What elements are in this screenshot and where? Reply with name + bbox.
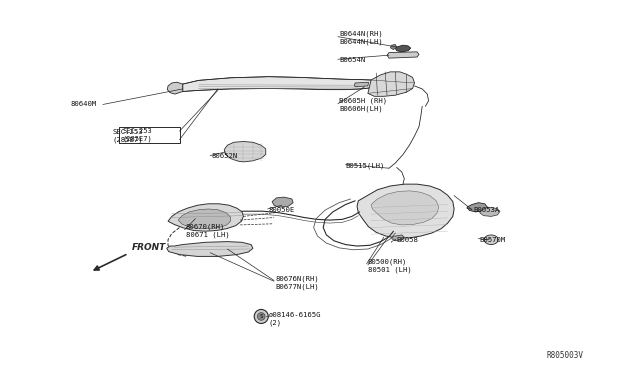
Polygon shape xyxy=(357,184,454,238)
Text: B0605H (RH)
B0606H(LH): B0605H (RH) B0606H(LH) xyxy=(339,97,387,112)
Polygon shape xyxy=(168,82,182,94)
Text: R805003V: R805003V xyxy=(547,351,584,360)
Ellipse shape xyxy=(254,310,268,324)
Polygon shape xyxy=(224,141,266,162)
Text: SEC.253
(285E7): SEC.253 (285E7) xyxy=(122,128,152,142)
Polygon shape xyxy=(371,191,439,225)
Polygon shape xyxy=(368,72,415,96)
Polygon shape xyxy=(178,209,230,229)
Ellipse shape xyxy=(484,235,498,244)
Polygon shape xyxy=(390,44,397,49)
Text: B0644N(RH)
B0644N(LH): B0644N(RH) B0644N(LH) xyxy=(339,31,383,45)
Polygon shape xyxy=(168,204,243,231)
Text: B0053A: B0053A xyxy=(473,207,499,213)
Text: 80640M: 80640M xyxy=(71,102,97,108)
Text: B0058: B0058 xyxy=(397,237,419,243)
Text: FRONT: FRONT xyxy=(132,243,166,252)
Text: SEC.253
(285E7): SEC.253 (285E7) xyxy=(113,129,143,143)
Text: 80500(RH)
80501 (LH): 80500(RH) 80501 (LH) xyxy=(368,259,412,273)
Polygon shape xyxy=(392,235,404,241)
Text: B0515(LH): B0515(LH) xyxy=(346,162,385,169)
Polygon shape xyxy=(355,82,369,87)
Polygon shape xyxy=(167,241,253,256)
Ellipse shape xyxy=(257,312,265,320)
Text: 80676N(RH)
B0677N(LH): 80676N(RH) B0677N(LH) xyxy=(275,275,319,290)
Polygon shape xyxy=(479,207,500,217)
Polygon shape xyxy=(182,77,372,92)
Text: 80050E: 80050E xyxy=(269,207,295,213)
Text: 80652N: 80652N xyxy=(211,153,237,159)
Text: 80670(RH)
80671 (LH): 80670(RH) 80671 (LH) xyxy=(186,223,230,238)
Polygon shape xyxy=(387,52,419,58)
Polygon shape xyxy=(467,203,487,212)
Polygon shape xyxy=(396,45,411,52)
Text: ⊙08146-6165G
(2): ⊙08146-6165G (2) xyxy=(269,312,321,326)
Text: S: S xyxy=(259,314,263,319)
Text: B0654N: B0654N xyxy=(339,57,365,63)
Text: B0570M: B0570M xyxy=(479,237,506,243)
Polygon shape xyxy=(272,197,293,207)
